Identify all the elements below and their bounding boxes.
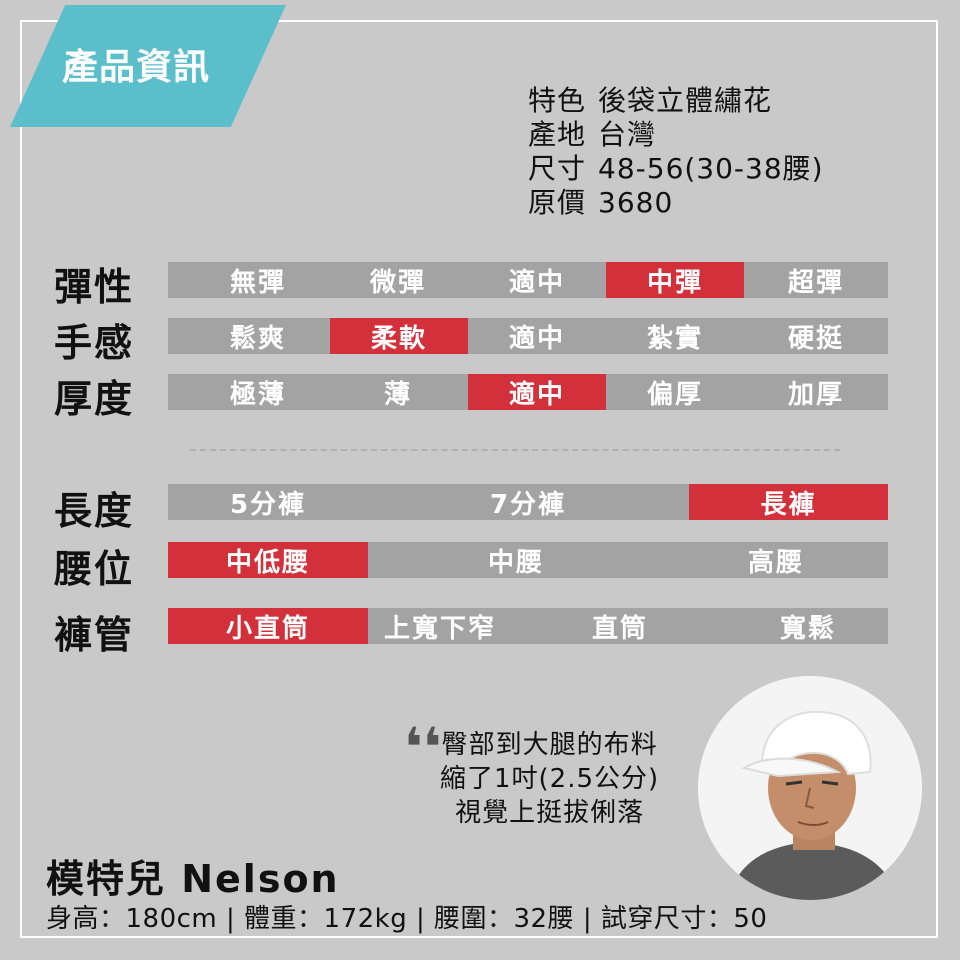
leg-label: 褲管	[54, 613, 135, 657]
border-frame	[20, 20, 938, 938]
thickness-label: 厚度	[54, 377, 135, 421]
comment-line: 臀部到大腿的布料	[441, 730, 658, 760]
length-option: 7分褲	[489, 489, 567, 520]
model-comment: 臀部到大腿的布料 縮了1吋(2.5公分) 視覺上挺拔俐落	[440, 728, 659, 830]
leg-option: 直筒	[591, 613, 648, 644]
elasticity-option: 中彈	[606, 262, 744, 298]
thickness-scale: 極薄 薄 適中 偏厚 加厚	[168, 374, 888, 410]
info-price-label: 原價	[528, 186, 587, 219]
waist-option: 中低腰	[168, 542, 368, 578]
comment-line: 視覺上挺拔俐落	[455, 798, 645, 828]
thickness-option: 極薄	[229, 379, 286, 410]
length-option: 5分褲	[229, 489, 307, 520]
info-size: 尺寸 48-56(30-38腰)	[528, 152, 824, 186]
waist-option: 中腰	[487, 547, 544, 578]
length-option: 長褲	[689, 484, 888, 520]
leg-scale: 小直筒 上寬下窄 直筒 寬鬆	[168, 608, 888, 644]
feel-option: 適中	[508, 323, 565, 354]
length-label: 長度	[54, 489, 135, 533]
leg-option: 寬鬆	[779, 613, 836, 644]
info-price-value: 3680	[598, 186, 674, 219]
thickness-option: 薄	[383, 379, 412, 410]
elasticity-scale: 無彈 微彈 適中 中彈 超彈	[168, 262, 888, 298]
feel-option: 硬挺	[787, 323, 844, 354]
info-feature: 特色 後袋立體繡花	[528, 84, 824, 118]
info-origin: 產地 台灣	[528, 118, 824, 152]
model-portrait-image	[698, 676, 922, 900]
thickness-option: 偏厚	[646, 379, 703, 410]
info-origin-value: 台灣	[598, 118, 657, 151]
section-title: 產品資訊	[62, 47, 211, 88]
thickness-option: 適中	[468, 374, 606, 410]
length-scale: 5分褲 7分褲 長褲	[168, 484, 888, 520]
elasticity-option: 無彈	[229, 267, 286, 298]
product-info: 特色 後袋立體繡花 產地 台灣 尺寸 48-56(30-38腰) 原價 3680	[528, 84, 824, 220]
waist-scale: 中低腰 中腰 高腰	[168, 542, 888, 578]
thickness-option: 加厚	[787, 379, 844, 410]
info-feature-label: 特色	[528, 84, 587, 117]
waist-label: 腰位	[54, 547, 135, 591]
model-stats: 身高：180cm | 體重：172kg | 腰圍：32腰 | 試穿尺寸：50	[46, 904, 768, 934]
feel-option: 紮實	[646, 323, 703, 354]
section-divider	[190, 449, 840, 451]
leg-option: 小直筒	[168, 608, 368, 644]
info-size-label: 尺寸	[528, 152, 587, 185]
elasticity-option: 適中	[508, 267, 565, 298]
feel-option: 柔軟	[330, 318, 468, 354]
model-photo	[698, 676, 922, 900]
elasticity-option: 微彈	[369, 267, 426, 298]
feel-option: 鬆爽	[229, 323, 286, 354]
model-name: 模特兒 Nelson	[46, 857, 340, 901]
feel-scale: 鬆爽 柔軟 適中 紮實 硬挺	[168, 318, 888, 354]
elasticity-label: 彈性	[54, 265, 135, 309]
feel-label: 手感	[54, 321, 135, 365]
info-size-value: 48-56(30-38腰)	[598, 152, 824, 185]
leg-option: 上寬下窄	[383, 613, 496, 644]
elasticity-option: 超彈	[787, 267, 844, 298]
info-feature-value: 後袋立體繡花	[598, 84, 773, 117]
info-origin-label: 產地	[528, 118, 587, 151]
waist-option: 高腰	[747, 547, 804, 578]
section-banner	[10, 5, 286, 127]
comment-line: 縮了1吋(2.5公分)	[440, 764, 660, 794]
quote-mark-icon: ❛❛	[404, 716, 442, 779]
info-price: 原價 3680	[528, 186, 824, 220]
